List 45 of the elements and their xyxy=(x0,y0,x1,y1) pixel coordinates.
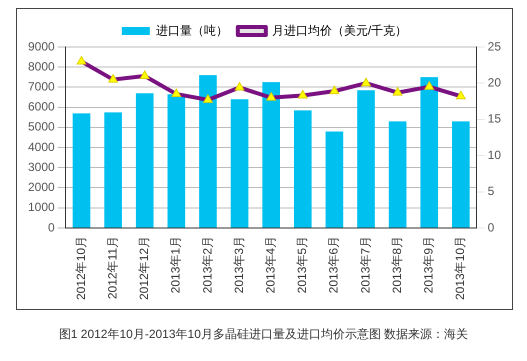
bar xyxy=(104,112,122,228)
x-tick-label: 2012年11月 xyxy=(105,236,120,300)
y-tick-label: 7000 xyxy=(28,80,56,94)
y2-tick-label: 0 xyxy=(488,220,495,234)
x-tick-label: 2013年1月 xyxy=(168,236,183,294)
y-tick-label: 1000 xyxy=(28,200,56,214)
y2-tick-label: 25 xyxy=(488,39,502,54)
x-tick-label: 2013年2月 xyxy=(200,236,214,294)
bar xyxy=(294,110,312,228)
x-tick-label: 2013年6月 xyxy=(326,236,341,294)
legend-label: 月进口均价（美元/千克） xyxy=(272,23,408,38)
y-tick-label: 2000 xyxy=(28,180,56,194)
x-tick-label: 2012年10月 xyxy=(74,236,88,300)
x-tick-label: 2013年8月 xyxy=(390,236,404,294)
bar xyxy=(199,75,217,228)
x-tick-label: 2012年12月 xyxy=(137,236,152,300)
y-tick-label: 4000 xyxy=(28,140,56,154)
x-tick-label: 2013年4月 xyxy=(263,236,278,294)
bar xyxy=(230,99,248,228)
bar xyxy=(420,77,438,228)
y-tick-label: 6000 xyxy=(28,100,56,114)
y2-tick-label: 20 xyxy=(488,76,502,90)
bar xyxy=(388,121,406,228)
bar xyxy=(357,90,375,228)
y2-tick-label: 10 xyxy=(488,148,502,162)
bar xyxy=(326,131,344,228)
y-tick-label: 8000 xyxy=(28,59,56,74)
legend-label: 进口量（吨） xyxy=(156,23,228,38)
bar xyxy=(168,94,186,228)
bar xyxy=(452,121,470,228)
x-tick-label: 2013年7月 xyxy=(358,236,372,294)
caption: 图1 2012年10月-2013年10月多晶硅进口量及进口均价示意图 数据来源：海关 xyxy=(58,326,470,343)
y-tick-label: 9000 xyxy=(28,39,56,54)
bar xyxy=(72,113,90,228)
y-tick-label: 0 xyxy=(48,220,56,234)
bar xyxy=(262,82,280,228)
bar xyxy=(136,93,154,228)
y2-tick-label: 15 xyxy=(488,112,502,126)
x-tick-label: 2013年3月 xyxy=(232,236,246,294)
x-tick-label: 2013年9月 xyxy=(422,236,436,294)
y-tick-label: 5000 xyxy=(28,120,56,134)
x-tick-label: 2013年10月 xyxy=(453,236,468,300)
x-tick-label: 2013年5月 xyxy=(295,236,310,294)
y-tick-label: 3000 xyxy=(28,160,56,174)
y2-tick-label: 5 xyxy=(488,184,495,198)
